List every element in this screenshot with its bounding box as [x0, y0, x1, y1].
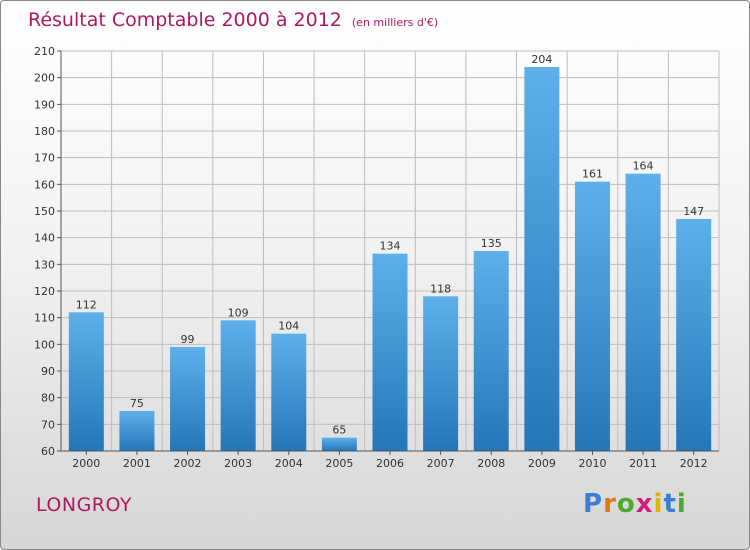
y-tick-label: 140: [34, 232, 55, 245]
y-tick-label: 160: [34, 178, 55, 191]
y-tick-label: 180: [34, 125, 55, 138]
bar: [119, 411, 155, 451]
y-tick-label: 100: [34, 338, 55, 351]
y-tick-label: 200: [34, 72, 55, 85]
y-tick-label: 170: [34, 152, 55, 165]
chart-title-main: Résultat Comptable 2000 à 2012: [28, 9, 342, 31]
bar: [524, 67, 560, 451]
bar-value-label: 147: [683, 205, 704, 218]
x-tick-label: 2012: [680, 457, 708, 470]
bar-value-label: 65: [332, 424, 346, 437]
bar-value-label: 75: [130, 397, 144, 410]
x-tick-label: 2008: [477, 457, 505, 470]
bar-value-label: 164: [633, 160, 654, 173]
bar: [676, 219, 712, 451]
x-tick-label: 2009: [528, 457, 556, 470]
bar-value-label: 204: [531, 53, 552, 66]
y-tick-label: 150: [34, 205, 55, 218]
x-tick-label: 2007: [427, 457, 455, 470]
x-tick-label: 2004: [275, 457, 303, 470]
y-tick-label: 70: [41, 418, 55, 431]
x-tick-label: 2005: [325, 457, 353, 470]
bar-value-label: 109: [228, 306, 249, 319]
chart-title-unit: (en milliers d'€): [351, 16, 439, 29]
x-tick-label: 2002: [174, 457, 202, 470]
bar-value-label: 99: [181, 333, 195, 346]
bar: [574, 181, 610, 451]
x-tick-label: 2011: [629, 457, 657, 470]
logo-letter: P: [583, 489, 604, 519]
logo-letter: r: [603, 489, 617, 519]
logo-letter: t: [663, 489, 677, 519]
y-tick-label: 210: [34, 45, 55, 58]
y-tick-label: 110: [34, 312, 55, 325]
bar-value-label: 135: [481, 237, 502, 250]
logo-letter: o: [616, 489, 636, 519]
logo-letter: i: [676, 489, 687, 519]
y-tick-label: 130: [34, 258, 55, 271]
bar: [220, 320, 256, 451]
bar: [372, 253, 408, 451]
bar-value-label: 161: [582, 168, 603, 181]
bar-value-label: 104: [278, 320, 299, 333]
logo-letter: i: [653, 489, 664, 519]
y-tick-label: 60: [41, 445, 55, 458]
bar: [271, 333, 307, 451]
y-tick-label: 190: [34, 98, 55, 111]
bar: [321, 437, 357, 451]
x-tick-label: 2003: [224, 457, 252, 470]
bar-value-label: 134: [380, 240, 401, 253]
x-tick-label: 2010: [578, 457, 606, 470]
bar: [473, 251, 509, 451]
bar: [68, 312, 104, 451]
y-tick-label: 90: [41, 365, 55, 378]
x-tick-label: 2006: [376, 457, 404, 470]
bar-value-label: 118: [430, 282, 451, 295]
y-tick-label: 80: [41, 392, 55, 405]
y-tick-label: 120: [34, 285, 55, 298]
x-tick-label: 2001: [123, 457, 151, 470]
bar: [170, 347, 206, 451]
bar: [423, 296, 459, 451]
proxiti-logo: Proxiti: [583, 489, 687, 519]
logo-letter: x: [635, 489, 654, 519]
bar-value-label: 112: [76, 298, 97, 311]
chart-title: Résultat Comptable 2000 à 2012 (en millie…: [28, 9, 438, 31]
x-tick-label: 2000: [72, 457, 100, 470]
commune-name: LONGROY: [36, 494, 133, 516]
bar: [625, 173, 661, 451]
